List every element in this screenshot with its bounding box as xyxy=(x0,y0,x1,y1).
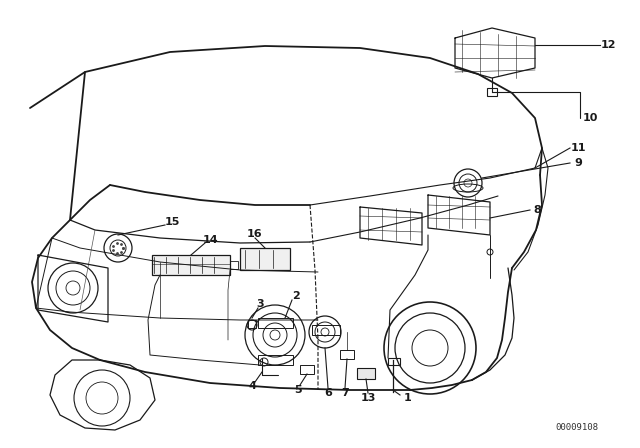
Text: 9: 9 xyxy=(574,158,582,168)
Bar xyxy=(248,320,256,328)
Bar xyxy=(312,325,340,335)
Text: 00009108: 00009108 xyxy=(555,423,598,432)
Bar xyxy=(357,368,375,379)
Bar xyxy=(388,358,400,365)
Bar xyxy=(340,350,354,359)
Text: 12: 12 xyxy=(600,40,616,50)
Bar xyxy=(487,88,497,96)
Text: 11: 11 xyxy=(570,143,586,153)
Text: 3: 3 xyxy=(256,299,264,309)
Text: 1: 1 xyxy=(404,393,412,403)
Bar xyxy=(258,318,293,328)
Bar xyxy=(258,355,293,365)
Text: 10: 10 xyxy=(582,113,598,123)
Bar xyxy=(230,261,238,269)
Text: 4: 4 xyxy=(248,381,256,391)
Bar xyxy=(240,248,290,270)
Bar xyxy=(300,365,314,374)
Text: 6: 6 xyxy=(324,388,332,398)
Text: 16: 16 xyxy=(247,229,263,239)
Text: 2: 2 xyxy=(292,291,300,301)
Text: 13: 13 xyxy=(360,393,376,403)
Text: 5: 5 xyxy=(294,385,302,395)
Text: 8: 8 xyxy=(533,205,541,215)
Text: 14: 14 xyxy=(202,235,218,245)
Text: 7: 7 xyxy=(341,388,349,398)
Bar xyxy=(152,255,230,275)
Text: 15: 15 xyxy=(164,217,180,227)
